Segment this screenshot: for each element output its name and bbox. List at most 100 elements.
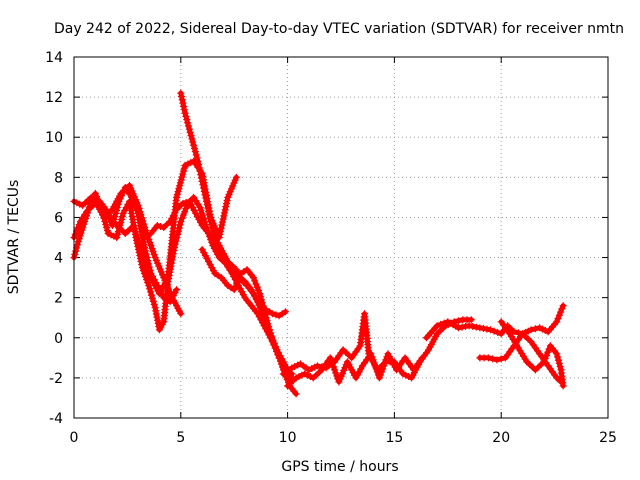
data-point [206,214,214,222]
data-point [354,371,362,379]
data-point [145,282,153,290]
data-point [209,267,217,275]
y-tick-label: 10 [45,130,63,146]
data-point [173,286,181,294]
data-point [267,332,275,340]
data-point [184,119,192,127]
data-point [531,325,539,333]
data-point [255,286,263,294]
data-point [179,211,187,219]
data-point [559,382,567,390]
data-point [175,224,183,232]
data-point [357,365,365,373]
data-point [147,242,155,250]
data-point [150,301,158,309]
data-point [204,204,212,212]
y-tick-label: 6 [54,210,63,226]
data-point [181,109,189,117]
data-point [190,144,198,152]
data-point [118,212,126,220]
x-tick-label: 10 [279,430,297,446]
data-point [176,202,184,210]
data-point [203,201,211,209]
data-point [467,316,475,324]
data-point [103,226,111,234]
x-tick-label: 15 [385,430,403,446]
data-point [554,356,562,364]
data-point [234,276,242,284]
data-point [484,354,492,362]
data-point [163,220,171,228]
data-point [145,236,153,244]
data-point [378,368,386,376]
data-point [270,341,278,349]
data-point [203,255,211,263]
data-point [326,354,334,362]
data-point [369,356,377,364]
data-point [205,207,213,215]
data-point [205,229,213,237]
data-point [200,184,208,192]
data-point [494,328,502,336]
data-point [102,220,110,228]
data-point [265,323,273,331]
data-point [379,365,387,373]
data-point [219,218,227,226]
y-tick-label: -2 [49,371,63,387]
data-point [249,274,257,282]
data-point [192,151,200,159]
data-point [328,360,336,368]
data-point [183,116,191,124]
data-point [544,348,552,356]
data-point [277,357,285,365]
data-point [555,359,563,367]
data-point [483,325,491,333]
data-point [208,221,216,229]
data-point [208,224,216,232]
series-f [177,89,300,398]
data-point [208,264,216,272]
x-tick-label: 25 [599,430,617,446]
data-point [222,203,230,211]
data-point [134,201,142,209]
data-point [327,357,335,365]
data-point [157,222,165,230]
data-point [137,211,145,219]
data-point [207,217,215,225]
data-point [490,327,498,335]
data-point [217,227,225,235]
data-point [465,322,473,330]
data-point [136,208,144,216]
data-point [189,138,197,146]
series-line [477,331,564,385]
data-point [200,187,208,195]
data-point [201,252,209,260]
data-point [197,174,205,182]
data-point [275,354,283,362]
x-tick-label: 0 [70,430,79,446]
data-point [153,313,161,321]
data-point [187,200,195,208]
data-point [149,297,157,305]
data-point [265,326,273,334]
data-point [272,311,280,319]
data-point [556,363,564,371]
data-point [233,279,241,287]
data-point [230,286,238,294]
data-point [261,311,269,319]
data-point [380,362,388,370]
data-point [176,221,184,229]
data-point [454,324,462,332]
data-point [557,378,565,386]
data-point [253,283,261,291]
y-tick-label: -4 [49,411,63,427]
data-point [206,261,214,269]
series-line [178,90,299,397]
data-point [178,214,186,222]
data-point [469,322,477,330]
data-point [91,189,99,197]
series-l [476,330,565,386]
data-point [138,214,146,222]
data-point [330,363,338,371]
